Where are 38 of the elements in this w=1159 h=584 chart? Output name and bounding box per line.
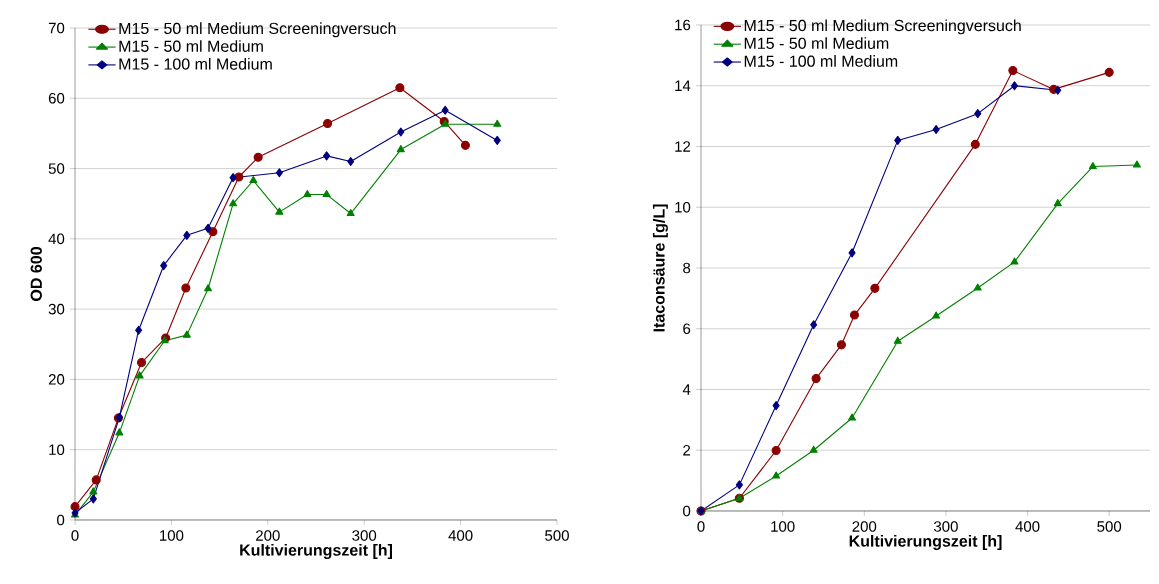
x-tick-label: 0 <box>697 521 705 532</box>
y-tick-label: 6 <box>683 323 691 335</box>
y-axis-title: OD 600 <box>30 247 42 301</box>
x-tick-label: 100 <box>160 530 184 541</box>
y-tick-label: 4 <box>682 384 691 395</box>
y-tick-label: 60 <box>48 92 65 104</box>
y-tick-label: 20 <box>48 374 65 385</box>
legend-label: M15 - 50 ml Medium <box>744 37 889 50</box>
x-tick-label: 400 <box>1015 521 1040 532</box>
legend-label: M15 - 50 ml Medium <box>119 40 263 52</box>
y-tick-label: 0 <box>683 505 691 517</box>
legend-label: M15 - 50 ml Medium Screeningversuch <box>119 22 396 38</box>
x-tick-label: 0 <box>71 530 79 541</box>
y-tick-label: 16 <box>675 19 691 31</box>
legend-label: M15 - 100 ml Medium <box>744 55 898 67</box>
x-tick-label: 300 <box>933 521 958 532</box>
y-tick-label: 70 <box>48 22 65 34</box>
y-tick-label: 10 <box>675 201 691 213</box>
y-tick-label: 10 <box>49 444 65 455</box>
y-tick-label: 12 <box>675 141 691 152</box>
x-tick-label: 200 <box>852 521 877 532</box>
y-tick-label: 2 <box>683 445 691 456</box>
x-axis-title: Kultivierungszeit [h] <box>849 535 1002 550</box>
y-tick-label: 14 <box>675 80 691 91</box>
legend-label: M15 - 50 ml Medium Screeningversuch <box>744 19 1021 35</box>
x-axis-title: Kultivierungszeit [h] <box>240 544 392 559</box>
y-tick-label: 30 <box>48 303 65 315</box>
y-tick-label: 40 <box>48 233 65 245</box>
x-tick-label: 500 <box>1097 521 1122 532</box>
y-tick-label: 8 <box>683 262 691 274</box>
x-tick-label: 400 <box>448 530 473 541</box>
x-tick-label: 100 <box>771 521 795 532</box>
x-tick-label: 300 <box>352 530 377 541</box>
x-tick-label: 200 <box>256 530 280 541</box>
y-tick-label: 50 <box>48 163 65 174</box>
legend-label: M15 - 100 ml Medium <box>119 57 272 70</box>
x-tick-label: 500 <box>545 530 569 541</box>
y-axis-title: Itaconsäure [g/L] <box>652 204 668 332</box>
